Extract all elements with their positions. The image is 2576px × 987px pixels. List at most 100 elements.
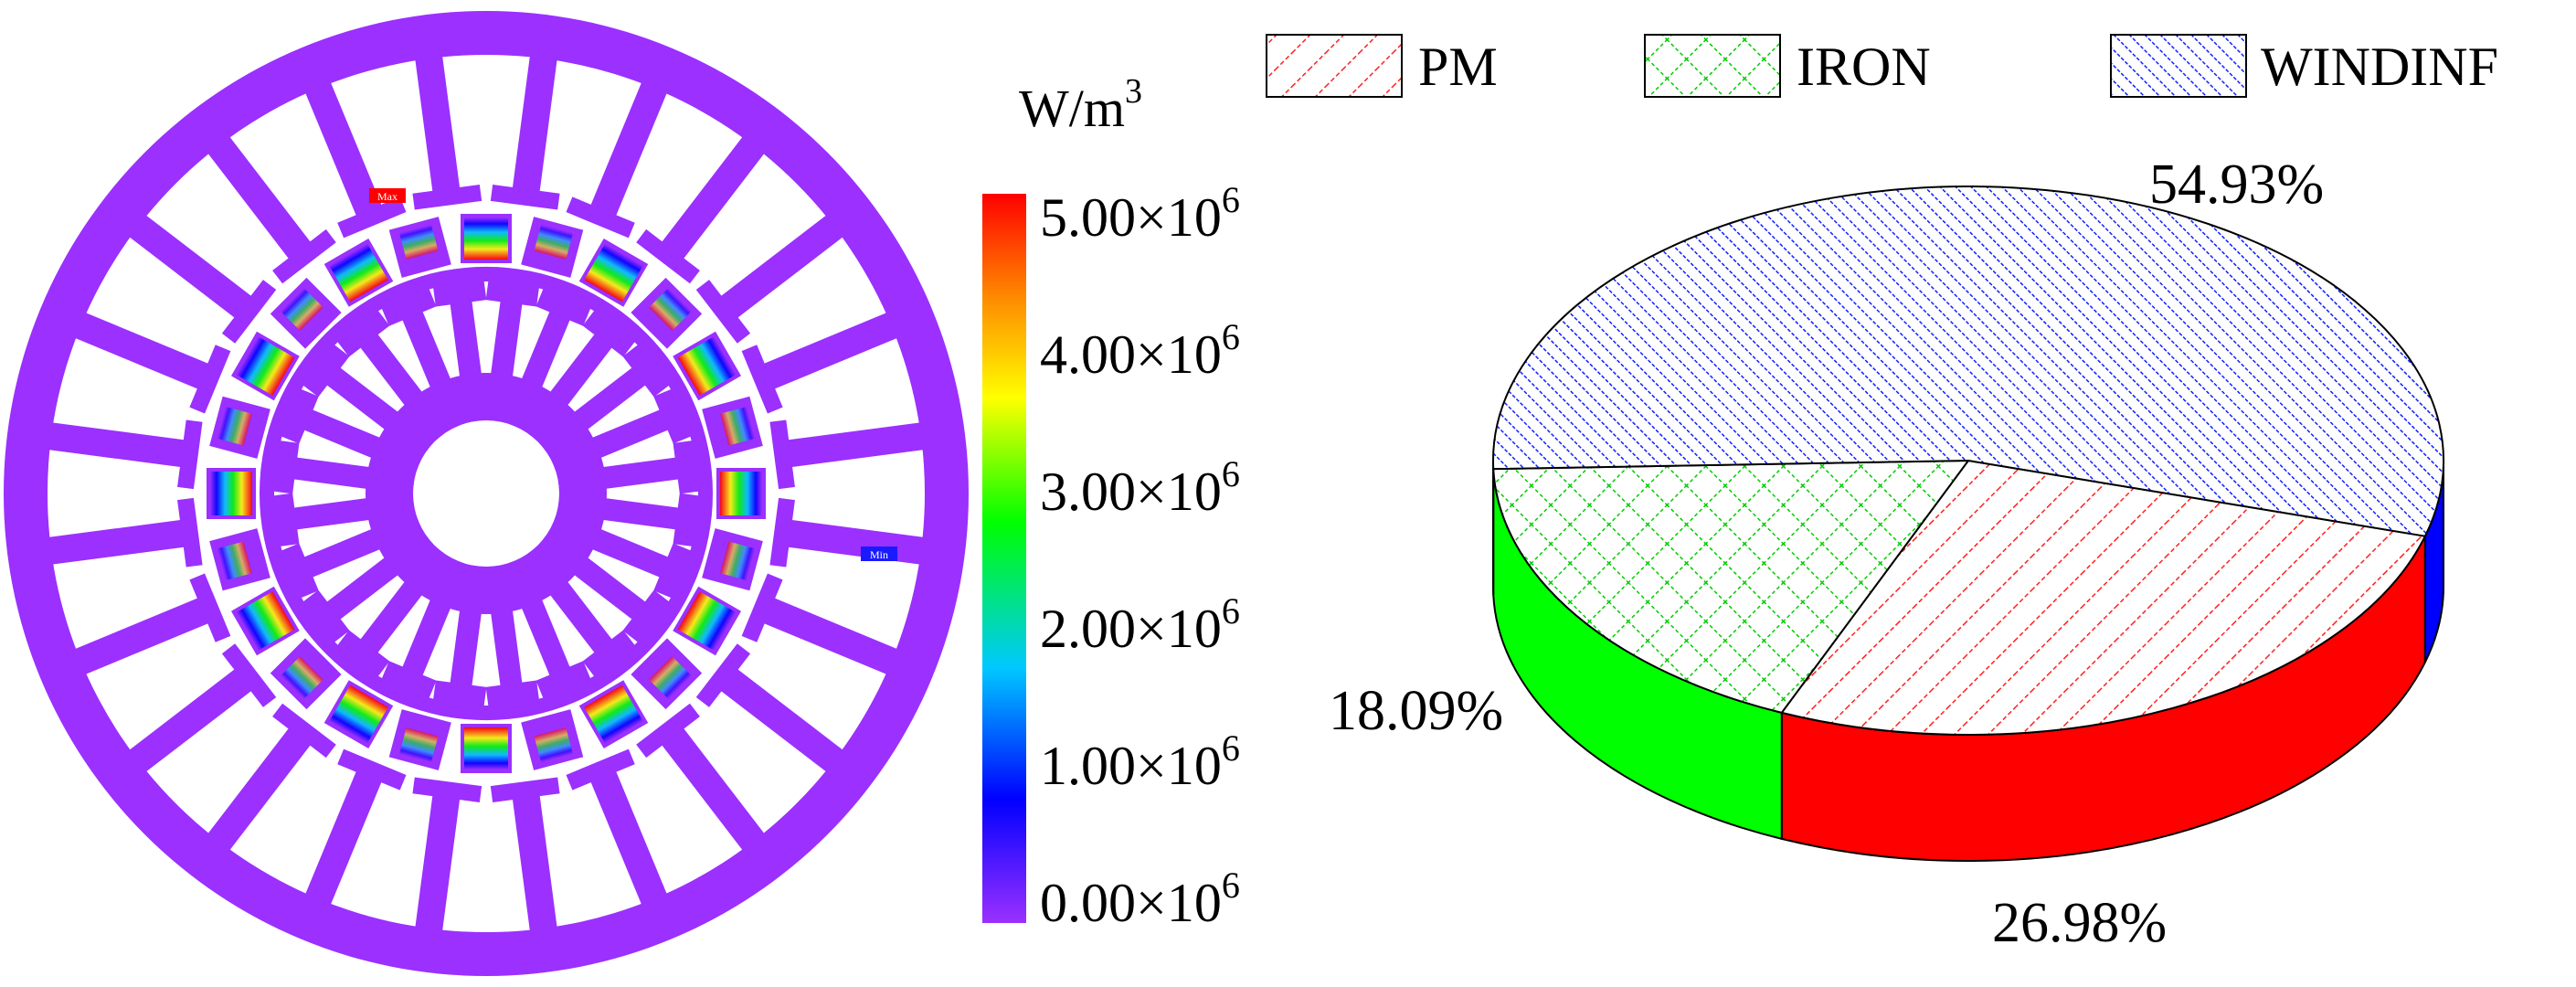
outer-stator-tooth xyxy=(759,596,900,676)
modulation-segment xyxy=(578,238,649,307)
outer-stator-tooth-tip xyxy=(566,196,635,239)
modulation-segment xyxy=(673,331,742,401)
modulation-segment xyxy=(578,680,649,749)
inner-rotor-tooth-tip xyxy=(336,630,390,678)
colorbar-gradient xyxy=(982,194,1026,923)
inner-rotor-tooth-tip xyxy=(432,680,487,707)
outer-stator-tooth xyxy=(72,311,213,391)
modulation-segment xyxy=(323,238,394,307)
outer-stator-tooth xyxy=(46,519,189,566)
inner-rotor-tooth-tip xyxy=(381,287,437,326)
outer-stator-tooth-tip xyxy=(695,643,751,707)
outer-stator-tooth xyxy=(414,791,461,934)
data-label-windinf: 54.93% xyxy=(2149,154,2324,216)
legend-swatch-pm xyxy=(1266,34,1403,98)
outer-stator-tooth xyxy=(716,213,846,322)
colorbar-tick-label: 5.00×106 xyxy=(1040,179,1240,248)
outer-stator-tooth xyxy=(783,421,927,468)
pie-slice-iron xyxy=(1492,459,1971,715)
colorbar-tick-label: 2.00×106 xyxy=(1040,590,1240,659)
legend-swatch-windinf xyxy=(2110,34,2247,98)
outer-stator-tooth-tip xyxy=(636,703,700,759)
modulation-segment xyxy=(521,709,584,770)
outer-stator-tooth-tip xyxy=(741,573,783,642)
outer-stator-tooth-tip xyxy=(177,419,203,490)
outer-stator-tooth xyxy=(303,80,384,220)
shaft-hub xyxy=(366,373,607,614)
legend-label-windinf: WINDINF xyxy=(2261,37,2498,97)
modulation-segment xyxy=(702,396,763,459)
outer-stator-tooth xyxy=(658,133,767,263)
inner-rotor-tooth-tip xyxy=(302,344,350,398)
modulation-segment xyxy=(230,586,300,656)
inner-rotor-tooth-tip xyxy=(336,309,390,357)
inner-rotor-tooth-tip xyxy=(582,630,636,678)
outer-stator-tooth xyxy=(72,596,213,676)
outer-stator-tooth-tip xyxy=(189,573,231,642)
pie-chart xyxy=(1491,186,2444,862)
legend-label-pm: PM xyxy=(1418,37,1498,97)
inner-rotor-tooth-tip xyxy=(535,287,591,326)
inner-rotor-tooth-tip xyxy=(432,280,487,307)
inner-rotor-tooth-tip xyxy=(272,440,300,494)
outer-stator-tooth xyxy=(126,213,256,322)
outer-stator-tooth xyxy=(206,133,314,263)
outer-stator-tooth xyxy=(716,665,846,774)
modulation-segment xyxy=(207,468,256,519)
modulation-segment xyxy=(230,331,300,401)
inner-rotor-tooth-tip xyxy=(582,309,636,357)
inner-rotor-tooth-tip xyxy=(280,543,319,599)
modulation-segment xyxy=(270,638,342,710)
outer-stator-tooth-tip xyxy=(490,777,560,802)
modulation-segment xyxy=(461,724,512,773)
outer-stator-tooth-tip xyxy=(177,497,203,568)
modulation-segment xyxy=(270,277,342,349)
outer-stator-tooth xyxy=(414,53,461,196)
outer-stator-tooth-tip xyxy=(412,185,482,210)
inner-rotor-tooth-tip xyxy=(485,280,540,307)
inner-rotor-tooth-tip xyxy=(485,680,540,707)
modulation-segment xyxy=(631,638,703,710)
motor-loss-density-map xyxy=(4,11,969,976)
outer-stator-yoke xyxy=(4,11,969,976)
inner-rotor-tooth-tip xyxy=(302,589,350,643)
modulation-segment xyxy=(673,586,742,656)
min-marker xyxy=(861,547,897,561)
data-label-iron: 18.09% xyxy=(1329,680,1503,742)
modulation-segment xyxy=(631,277,703,349)
modulation-segment xyxy=(461,214,512,263)
outer-stator-tooth xyxy=(658,724,767,854)
outer-stator-tooth-tip xyxy=(636,228,700,284)
inner-rotor-tooth-tip xyxy=(673,440,700,494)
min-label: Min xyxy=(870,548,888,561)
outer-stator-tooth xyxy=(126,665,256,774)
chart-legend: PM IRON WINDINF xyxy=(1266,34,2498,98)
inner-rotor-tooth-tip xyxy=(673,493,700,547)
outer-stator-tooth-tip xyxy=(337,748,407,791)
modulation-segment xyxy=(521,217,584,278)
outer-stator-tooth xyxy=(512,53,558,196)
modulation-segment xyxy=(388,217,451,278)
legend-label-iron: IRON xyxy=(1797,37,1931,97)
outer-stator-tooth xyxy=(783,519,927,566)
inner-rotor-tooth-tip xyxy=(653,543,693,599)
outer-stator-tooth xyxy=(588,80,669,220)
colorbar-tick-label: 0.00×106 xyxy=(1040,865,1240,933)
outer-stator-tooth xyxy=(588,767,669,907)
inner-rotor-ring xyxy=(259,266,714,721)
outer-stator-tooth-tip xyxy=(769,497,795,568)
outer-stator-tooth-tip xyxy=(695,280,751,344)
outer-stator-tooth xyxy=(46,421,189,468)
outer-stator-tooth-tip xyxy=(221,643,277,707)
outer-stator-tooth-tip xyxy=(490,185,560,210)
outer-stator-tooth-tip xyxy=(189,345,231,414)
data-label-pm: 26.98% xyxy=(1992,892,2167,954)
outer-stator-tooth xyxy=(759,311,900,391)
outer-stator-tooth-tip xyxy=(412,777,482,802)
outer-stator-tooth-tip xyxy=(741,345,783,414)
modulation-segment xyxy=(388,709,451,770)
outer-stator-tooth-tip xyxy=(272,228,336,284)
legend-swatch-iron xyxy=(1644,34,1781,98)
outer-stator-tooth xyxy=(303,767,384,907)
